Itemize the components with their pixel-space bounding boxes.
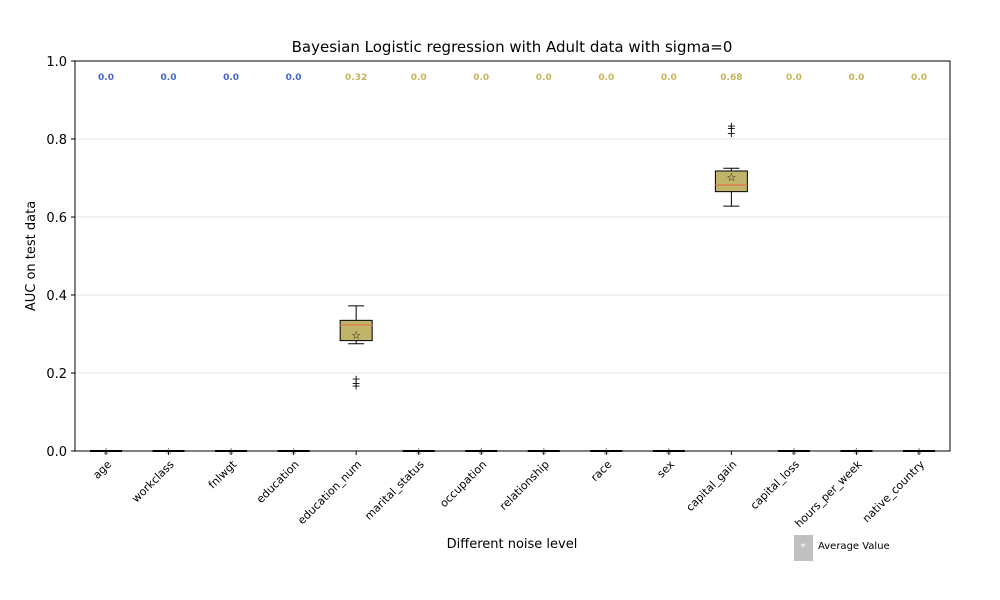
x-axis: age workclass fnlwgt educationeducation_num…	[90, 451, 927, 530]
x-tick-label: fnlwgt	[206, 457, 240, 491]
mean-value-label: 0.32	[345, 73, 367, 83]
y-axis-label: AUC on test data	[24, 201, 39, 311]
y-tick-label: 0.8	[46, 133, 67, 148]
mean-value-label: 0.0	[286, 73, 302, 83]
mean-value-label: 0.0	[786, 73, 802, 83]
mean-value-label: 0.0	[661, 73, 677, 83]
x-tick-label: sex	[654, 458, 677, 481]
x-tick-label: occupation	[437, 458, 489, 510]
x-tick-label: native_country	[860, 458, 927, 525]
legend: * Average Value	[794, 535, 890, 561]
y-tick-label: 0.2	[46, 367, 67, 382]
legend-label: Average Value	[818, 541, 890, 552]
grid-lines	[75, 138, 950, 374]
x-tick-label: workclass	[129, 458, 177, 506]
legend-patch	[794, 535, 813, 561]
outlier-point: +	[727, 122, 736, 135]
x-tick-label: age	[90, 458, 114, 482]
y-tick-label: 0.6	[46, 211, 67, 226]
box-capital_gain: ☆+++	[714, 119, 748, 207]
y-tick-label: 1.0	[46, 55, 67, 70]
x-tick-label: education	[254, 458, 302, 506]
y-axis: 0.0 0.2 0.4 0.6 0.8 1.0	[46, 55, 75, 460]
y-tick-label: 0.0	[46, 445, 67, 460]
mean-marker: ☆	[351, 329, 361, 342]
outlier-point: +	[352, 379, 361, 392]
x-tick-label: hours_per_week	[792, 457, 865, 530]
x-tick-label: education_num	[295, 458, 364, 527]
mean-value-label: 0.0	[98, 73, 114, 83]
mean-value-label: 0.0	[223, 73, 239, 83]
outlier-point: +	[727, 127, 736, 140]
x-tick-label: marital_status	[362, 458, 427, 523]
outlier-point: +	[352, 372, 361, 385]
plot-frame	[74, 60, 951, 452]
mean-value-label: 0.0	[161, 73, 177, 83]
y-tick-label: 0.4	[46, 289, 67, 304]
chart-title: Bayesian Logistic regression with Adult …	[292, 38, 733, 56]
x-tick-label: relationship	[497, 458, 552, 513]
x-tick-label: race	[588, 458, 614, 484]
mean-value-label: 0.0	[536, 73, 552, 83]
box-series: ☆ ☆ ☆ ☆☆+++☆ ☆ ☆ ☆ ☆☆+++☆ ☆ ☆	[90, 119, 935, 457]
outlier-point: +	[352, 377, 361, 390]
mean-value-label: 0.0	[848, 73, 864, 83]
outlier-point: +	[727, 119, 736, 132]
mean-value-label: 0.68	[720, 73, 742, 83]
mean-value-label: 0.0	[473, 73, 489, 83]
mean-marker: ☆	[726, 171, 736, 184]
box-body	[714, 170, 748, 193]
x-tick-label: capital_gain	[684, 458, 740, 514]
x-axis-label: Different noise level	[447, 537, 578, 552]
mean-value-label: 0.0	[598, 73, 614, 83]
box-education_num: ☆+++	[339, 305, 373, 392]
x-tick-label: capital_loss	[748, 458, 802, 512]
mean-value-label: 0.0	[911, 73, 927, 83]
legend-star-icon: *	[801, 542, 806, 553]
mean-value-labels: 0.0 0.0 0.0 0.0 0.32 0.0 0.0 0.0 0.0 0.0 0.68 0.0 0.…	[98, 73, 927, 83]
mean-value-label: 0.0	[411, 73, 427, 83]
